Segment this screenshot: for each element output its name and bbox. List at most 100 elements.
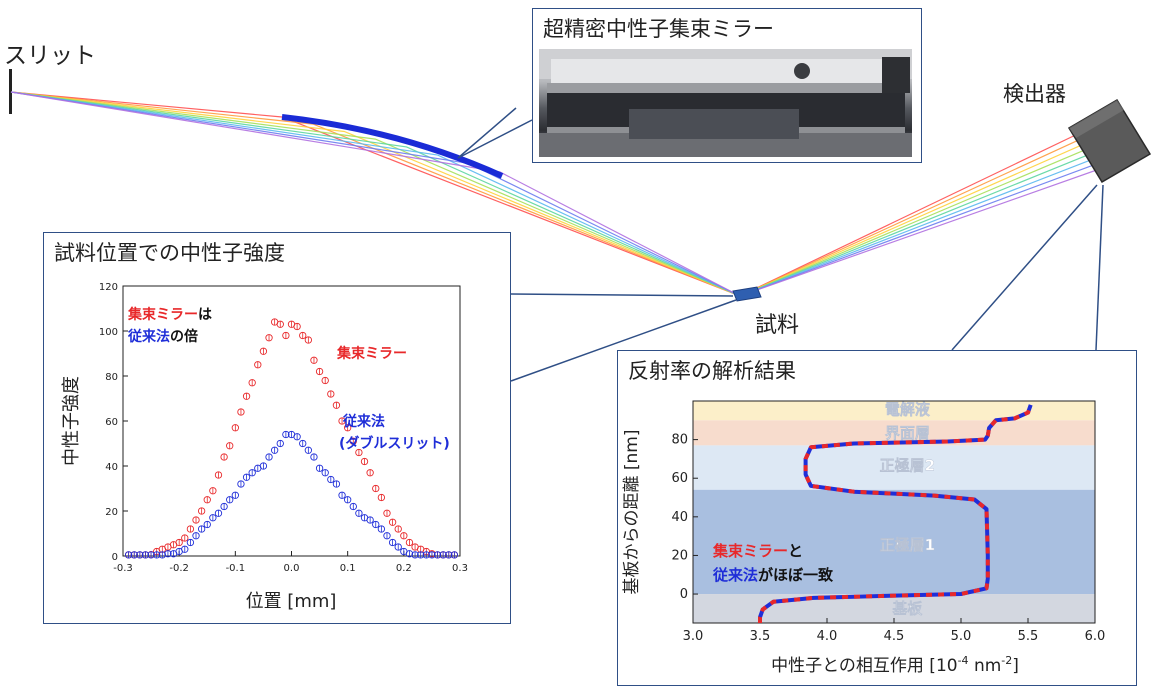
mirror-data-point (388, 518, 397, 526)
conventional-data-point (338, 491, 346, 499)
mirror-data-point (366, 469, 374, 477)
conventional-data-point (383, 532, 391, 540)
conventional-data-point (147, 551, 155, 559)
conventional-data-point (130, 551, 138, 559)
mirror-data-point (405, 538, 414, 547)
mirror-data-point (254, 361, 262, 369)
mirror-data-point (197, 507, 206, 515)
intensity-y-tick-label: 60 (105, 417, 118, 428)
conventional-data-point (315, 464, 324, 472)
intensity-ylabel: 中性子強度 (61, 376, 82, 466)
conventional-data-point (411, 551, 419, 559)
intensity-chart: -0.3 -0.2 -0.1 0.0 0.1 0.2 0.3020406080100120 … (61, 282, 468, 612)
mirror-data-point (299, 331, 307, 340)
intensity-x-tick-label: 0.3 (452, 563, 468, 574)
mirror-data-point (293, 322, 301, 331)
mirror-data-point (248, 379, 256, 387)
conventional-data-point (231, 491, 239, 499)
conventional-data-point (439, 551, 447, 559)
mirror-callout-line (457, 107, 517, 159)
intensity-y-tick-label: 120 (99, 282, 118, 293)
conventional-data-point (270, 446, 279, 454)
sample-block (732, 286, 762, 302)
conventional-data-point (282, 430, 290, 439)
mirror-data-point (394, 525, 402, 533)
intensity-x-tick-label: 0.1 (340, 563, 356, 574)
layer-label: 基板 (891, 600, 923, 618)
conventional-data-point (209, 514, 217, 522)
intensity-x-tick-label: -0.3 (113, 563, 133, 574)
reflectivity-y-tick-label: 20 (671, 548, 688, 563)
reflectivity-callout-line-2 (1095, 184, 1104, 351)
intensity-x-tick-label: -0.2 (169, 563, 189, 574)
mirror-data-point (327, 390, 335, 398)
beam-ray (10, 91, 1106, 297)
slit-marker (9, 69, 12, 114)
reflectivity-y-tick-label: 40 (671, 510, 688, 525)
intensity-x-tick-label: -0.1 (226, 563, 246, 574)
mirror-data-point (349, 437, 357, 445)
mirror-data-point (203, 496, 211, 504)
slit-label: スリット (4, 43, 96, 69)
beam-ray (10, 91, 1099, 297)
conventional-data-point (192, 532, 200, 540)
mirror-data-point (282, 331, 290, 340)
mirror-callout-line-2 (457, 119, 533, 159)
conventional-data-point (226, 496, 234, 504)
reflectivity-y-tick-label: 80 (671, 433, 688, 448)
conventional-data-point (304, 446, 312, 454)
reflectivity-x-tick-label: 5.5 (1018, 629, 1039, 644)
mirror-data-point (383, 509, 391, 517)
conventional-series-label: 従来法 (342, 413, 385, 430)
reflectivity-x-tick-label: 5.0 (951, 629, 972, 644)
conventional-data-point (422, 551, 430, 559)
layer-label: 正極層1 (880, 536, 935, 554)
intensity-y-tick-label: 80 (105, 372, 118, 383)
mirror-data-point (259, 347, 268, 355)
focusing-mirror (281, 114, 504, 179)
mirror-data-point (377, 493, 386, 502)
conventional-data-point (181, 545, 189, 553)
reflectivity-x-tick-label: 4.0 (817, 629, 838, 644)
mirror-data-point (186, 525, 195, 533)
mirror-data-point (237, 408, 245, 416)
mirror-data-point (304, 336, 312, 344)
reflectivity-y-tick-label: 60 (671, 471, 688, 486)
beam-ray (10, 91, 1093, 297)
intensity-callout-line-2 (510, 299, 737, 382)
conventional-data-point (450, 551, 459, 559)
intensity-y-tick-label: 100 (99, 327, 118, 338)
layer-band (693, 401, 1095, 421)
mirror-data-point (226, 442, 234, 450)
conventional-data-point (299, 439, 307, 448)
layer-label: 正極層2 (880, 457, 935, 475)
reflectivity-annotation-line2: 従来法がほぼ一致 (712, 566, 834, 584)
mirror-photo (539, 49, 912, 157)
conventional-data-point (344, 496, 352, 504)
intensity-callout-line-1 (510, 293, 734, 297)
mirror-data-point (209, 487, 217, 495)
intensity-x-tick-label: 0.0 (284, 563, 300, 574)
conventional-data-point (153, 551, 161, 559)
conventional-data-point (136, 551, 144, 559)
layer-band (693, 445, 1095, 490)
reflectivity-x-tick-label: 3.5 (750, 629, 771, 644)
intensity-plot-frame (122, 285, 461, 557)
mirror-data-point (321, 376, 329, 385)
reflectivity-annotation-line1: 集束ミラーと (712, 542, 803, 560)
mirror-data-point (315, 367, 324, 376)
conventional-data-point (417, 551, 425, 559)
mirror-box-title: 超精密中性子集束ミラー (543, 17, 774, 41)
mirror-data-point (344, 424, 352, 432)
mirror-data-point (192, 516, 200, 524)
conventional-data-point (394, 543, 402, 551)
mirror-data-point (231, 424, 239, 432)
conventional-data-point (377, 525, 386, 533)
mirror-data-point (332, 401, 341, 409)
conventional-data-point (321, 469, 329, 477)
mirror-data-point (220, 453, 228, 461)
reflectivity-x-tick-label: 3.0 (683, 629, 704, 644)
reflectivity-box: 反射率の解析結果 電解液 界面層 正極層2 正極層1 基板 3.0 3.5 4.0 4.5 5.… (617, 350, 1137, 686)
layer-band (693, 489, 1095, 595)
